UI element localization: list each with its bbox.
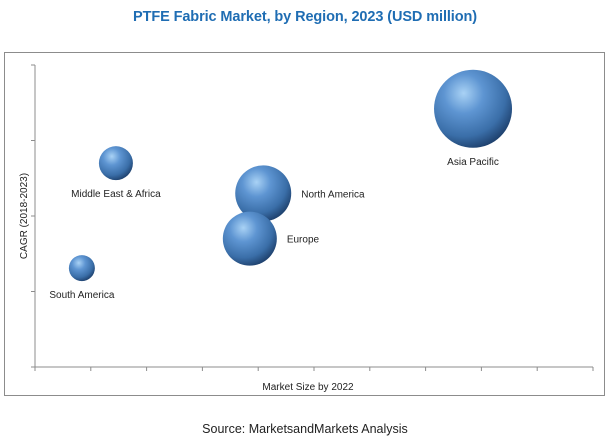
bubble-marker xyxy=(222,211,277,266)
bubble-label: Middle East & Africa xyxy=(71,189,161,200)
y-axis-label: CAGR (2018-2023) xyxy=(19,173,30,259)
bubble-asia-pacific: Asia Pacific xyxy=(434,69,513,168)
chart-title: PTFE Fabric Market, by Region, 2023 (USD… xyxy=(133,9,477,25)
chart-frame xyxy=(4,52,605,396)
bubble-europe: Europe xyxy=(222,211,320,266)
bubble-north-america: North America xyxy=(235,165,365,222)
axes xyxy=(31,64,594,371)
bubble-label: South America xyxy=(49,290,114,301)
bubble-marker xyxy=(434,69,513,148)
source-note: Source: MarketsandMarkets Analysis xyxy=(202,422,408,436)
bubble-label: North America xyxy=(301,189,365,200)
bubbles: Asia Pacific North America Europe Middle Ea… xyxy=(49,69,513,301)
bubble-label: Asia Pacific xyxy=(447,157,499,168)
bubble-marker xyxy=(98,146,133,181)
bubble-label: Europe xyxy=(287,235,320,246)
bubble-marker xyxy=(68,255,95,282)
bubble-marker xyxy=(235,165,292,222)
x-axis-label: Market Size by 2022 xyxy=(262,382,354,393)
bubble-south-america: South America xyxy=(49,255,115,301)
bubble-middle-east-africa: Middle East & Africa xyxy=(71,146,161,200)
